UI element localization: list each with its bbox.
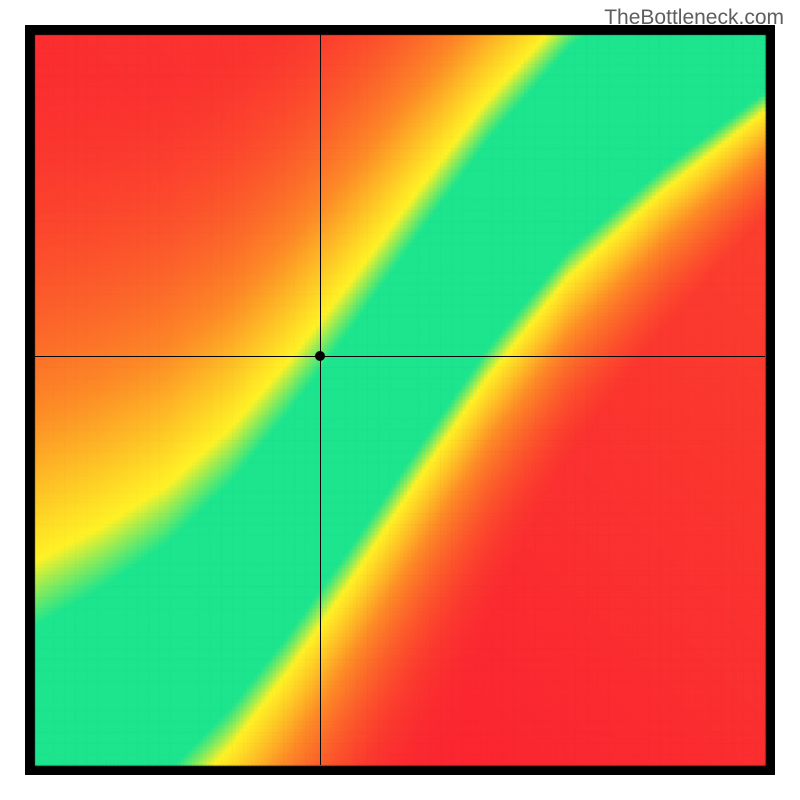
crosshair-horizontal xyxy=(35,356,765,357)
marker-dot xyxy=(315,351,325,361)
chart-container: TheBottleneck.com xyxy=(0,0,800,800)
heatmap-canvas xyxy=(25,25,775,775)
crosshair-vertical xyxy=(320,35,321,765)
watermark-text: TheBottleneck.com xyxy=(604,6,784,30)
plot-area xyxy=(25,25,775,775)
